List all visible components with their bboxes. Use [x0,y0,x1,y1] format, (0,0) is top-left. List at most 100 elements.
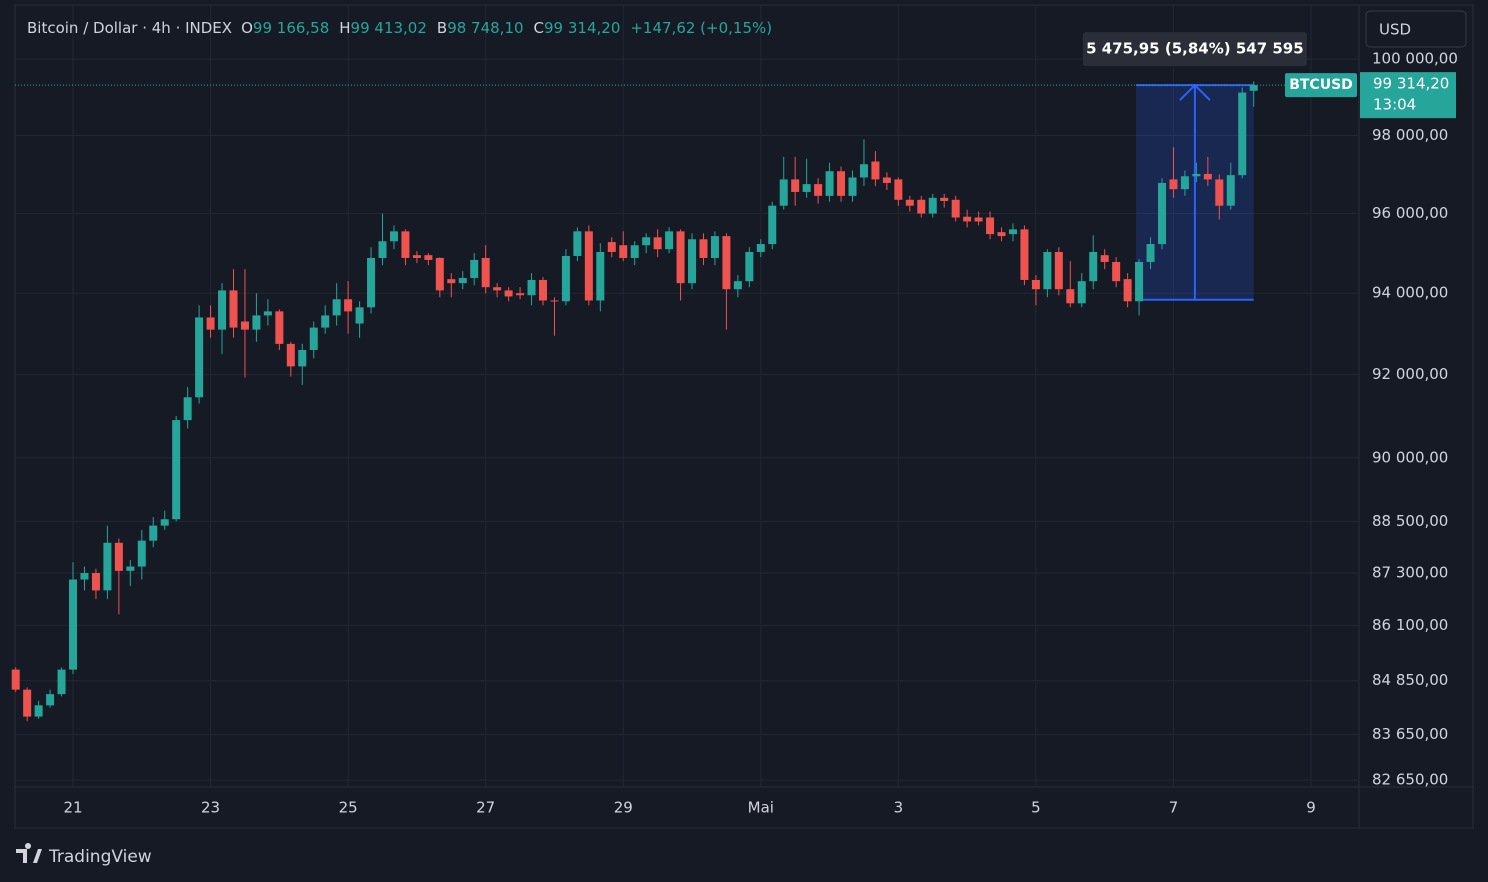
candle-body [321,315,330,328]
candle-body [676,231,685,284]
candle-body [1066,289,1075,304]
x-tick-label: 7 [1169,799,1179,817]
candle-body [986,217,995,235]
candle-body [103,542,112,591]
candle-body [1180,176,1189,190]
price-tag-countdown: 13:04 [1373,96,1416,114]
y-tick-label: 100 000,00 [1372,50,1458,68]
y-tick-label: 92 000,00 [1372,365,1448,383]
candle-body [905,199,914,206]
candle-body [607,242,616,252]
candle-body [1169,179,1178,190]
candle-body [69,579,78,670]
candle-body [1089,251,1098,282]
candle-body [1215,179,1224,206]
candle-body [710,236,719,258]
candle-body [137,540,146,567]
legend-value: 99 166,58 [253,19,329,37]
candle-body [653,237,662,250]
candle-body [401,231,410,258]
candle-body [768,205,777,245]
candle-body [195,317,204,398]
x-tick-label: 5 [1031,799,1041,817]
candle-body [34,705,43,717]
candle-body [859,164,868,178]
candle-body [974,217,983,222]
candle-body [894,179,903,200]
candle-body [344,299,353,312]
candle-body [355,307,364,324]
candle-body [1020,229,1029,280]
candle-body [206,317,215,330]
candle-body [1043,251,1052,290]
currency-button[interactable] [1365,10,1467,48]
candle-body [332,299,341,316]
candle-body [1226,175,1235,206]
candle-body [1158,182,1166,245]
y-tick-label: 96 000,00 [1372,204,1448,222]
candle-body [963,216,972,222]
candle-body [573,231,582,256]
candle-body [516,293,525,296]
candle-body [160,519,169,526]
candle-body [240,321,249,330]
candle-body [23,689,32,717]
candle-body [424,255,433,260]
candle-body [630,245,639,258]
candle-body [1031,279,1040,290]
candle-body [172,420,181,520]
candle-body [91,573,100,591]
candle-body [871,161,880,180]
candle-body [1100,255,1109,262]
symbol-tag-text: BTCUSD [1289,77,1353,93]
candle-body [309,327,318,351]
legend-key: H [339,19,350,37]
y-tick-label: 94 000,00 [1372,284,1448,302]
candle-body [481,257,490,288]
x-tick-label: Mai [748,799,774,817]
legend-value: 99 314,20 [544,19,620,37]
candle-body [538,279,547,301]
y-tick-label: 90 000,00 [1372,448,1448,466]
x-tick-label: 3 [894,799,904,817]
candle-body [779,179,788,206]
candle-body [825,171,834,196]
candle-body [183,397,192,421]
candle-body [745,251,754,282]
legend-change: +147,62 (+0,15%) [630,19,772,37]
candle-body [1054,251,1063,290]
measure-tooltip [1082,32,1307,67]
x-tick-label: 9 [1306,799,1316,817]
candle-body [367,257,376,308]
currency: USD [1379,21,1411,39]
y-tick-label: 82 650,00 [1372,771,1448,789]
candle-body [458,277,467,284]
candle-body [584,231,593,301]
candle-body [561,255,570,302]
y-tick-label: 88 500,00 [1372,512,1448,530]
candle-body [665,231,674,250]
candle-body [11,669,20,690]
candle-body [470,259,479,278]
logo-mark [16,843,42,863]
candle-body [504,290,513,297]
legend: Bitcoin / Dollar · 4h · INDEX O99 166,58 H… [27,19,772,37]
candle-body [951,199,960,218]
candle-body [1203,173,1212,180]
candle-body [791,179,800,192]
y-tick-label: 84 850,00 [1372,671,1448,689]
candle-body [447,279,456,284]
legend-key: B [437,19,447,37]
x-tick-label: 23 [201,799,220,817]
candle-body [688,239,697,284]
candle-body [596,251,605,301]
y-tick-label: 86 100,00 [1372,616,1448,634]
candle-body [126,566,135,571]
candle-body [940,197,949,201]
candle-body [527,279,536,296]
legend-key: O [241,19,253,37]
candle-body [252,315,261,330]
price-tag [1360,72,1456,119]
